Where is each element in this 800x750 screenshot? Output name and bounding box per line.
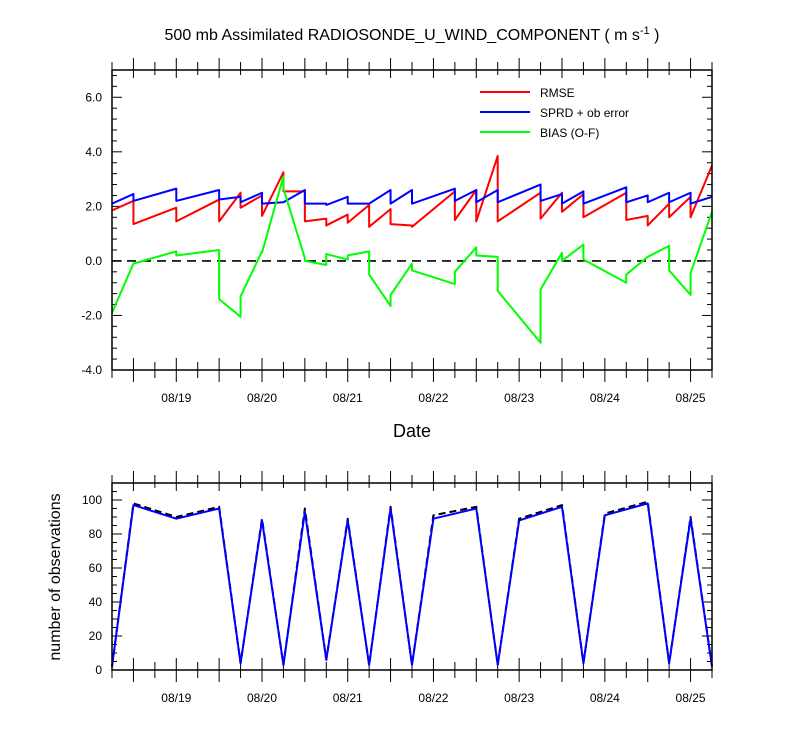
chart-title-superscript: -1 bbox=[640, 25, 650, 37]
y-tick-label: 0 bbox=[95, 663, 102, 677]
chart-title: 500 mb Assimilated RADIOSONDE_U_WIND_COM… bbox=[165, 25, 660, 44]
x-tick-label: 08/24 bbox=[590, 691, 620, 705]
top-x-axis-label: Date bbox=[393, 421, 431, 441]
x-tick-label: 08/23 bbox=[504, 691, 534, 705]
series-line-sprd-ob-error bbox=[111, 183, 713, 206]
y-tick-label: 20 bbox=[89, 629, 103, 643]
x-tick-label: 08/25 bbox=[676, 691, 706, 705]
x-tick-label: 08/21 bbox=[333, 691, 363, 705]
chart-title-end: ) bbox=[650, 27, 660, 44]
x-tick-label: 08/23 bbox=[504, 391, 534, 405]
y-tick-label: 80 bbox=[89, 527, 103, 541]
y-tick-label: 60 bbox=[89, 561, 103, 575]
y-tick-label: 4.0 bbox=[85, 145, 102, 159]
plot-frame bbox=[111, 482, 713, 671]
y-tick-label: 6.0 bbox=[85, 90, 102, 104]
x-tick-label: 08/24 bbox=[590, 391, 620, 405]
series-line-bias-o-f bbox=[111, 175, 713, 344]
x-tick-label: 08/21 bbox=[333, 391, 363, 405]
y-tick-label: 100 bbox=[82, 493, 102, 507]
x-tick-label: 08/20 bbox=[247, 391, 277, 405]
plot-frame bbox=[111, 69, 713, 371]
bottom-plot: 0 20 40 60 80 100 08/19 08/20 08/21 08/22 08/23 08/… bbox=[82, 471, 713, 705]
y-tick-label: 40 bbox=[89, 595, 103, 609]
legend-label: SPRD + ob error bbox=[540, 106, 629, 120]
top-plot: -4.0 -2.0 0.0 2.0 4.0 6.0 08/19 08/20 08/21 08/22… bbox=[81, 58, 713, 405]
y-tick-label: -4.0 bbox=[81, 363, 102, 377]
legend-label: RMSE bbox=[540, 86, 575, 100]
y-tick-label: 0.0 bbox=[85, 254, 102, 268]
x-tick-label: 08/19 bbox=[161, 391, 191, 405]
x-tick-label: 08/20 bbox=[247, 691, 277, 705]
svg-text:500 mb Assimilated RADIOSONDE_: 500 mb Assimilated RADIOSONDE_U_WIND_COM… bbox=[165, 25, 660, 44]
series-line-possible bbox=[111, 500, 713, 667]
y-tick-label: -2.0 bbox=[81, 308, 102, 322]
y-tick-label: 2.0 bbox=[85, 199, 102, 213]
bottom-y-axis-label: number of observations bbox=[47, 493, 64, 660]
x-tick-label: 08/22 bbox=[418, 691, 448, 705]
legend-label: BIAS (O-F) bbox=[540, 126, 599, 140]
x-tick-label: 08/25 bbox=[676, 391, 706, 405]
x-tick-label: 08/19 bbox=[161, 691, 191, 705]
legend: RMSE SPRD + ob error BIAS (O-F) bbox=[480, 86, 629, 140]
series-line-used bbox=[111, 502, 713, 667]
x-tick-label: 08/22 bbox=[418, 391, 448, 405]
chart-title-main: 500 mb Assimilated RADIOSONDE_U_WIND_COM… bbox=[165, 27, 640, 44]
